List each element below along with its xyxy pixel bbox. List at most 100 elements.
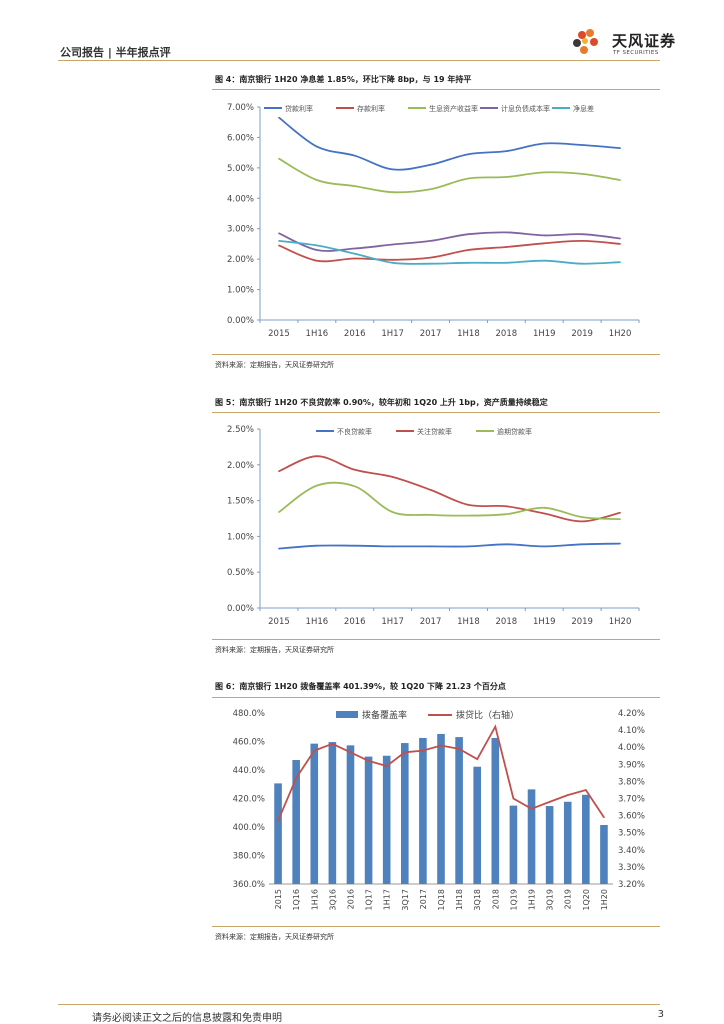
- x-tick-label: 2015: [274, 889, 283, 909]
- data-point: [278, 547, 280, 550]
- x-tick-label: 1H20: [600, 889, 609, 910]
- x-tick-label: 2016: [346, 889, 355, 909]
- data-point: [581, 262, 583, 265]
- report-type-header: 公司报告 | 半年报点评: [60, 46, 171, 59]
- coverage-bar: [600, 825, 608, 884]
- data-point: [295, 777, 297, 779]
- data-point: [619, 261, 621, 263]
- x-tick-label: 1H18: [457, 329, 480, 339]
- y-tick-label: 6.00%: [227, 133, 254, 143]
- right-axis-tick-label: 3.80%: [618, 777, 645, 787]
- x-tick-label: 1Q18: [437, 889, 446, 911]
- legend-label: 拨备覆盖率: [362, 709, 407, 721]
- data-point: [505, 150, 508, 152]
- x-tick-label: 1Q17: [365, 889, 374, 911]
- data-point: [422, 749, 424, 752]
- x-tick-label: 2016: [344, 617, 366, 627]
- data-point: [619, 237, 621, 240]
- series-line-3: [278, 231, 621, 252]
- logo-petal-icon: [573, 39, 581, 47]
- y-tick-label: 3.00%: [227, 225, 254, 235]
- data-point: [316, 244, 318, 247]
- y-tick-label: 1.00%: [227, 286, 254, 296]
- right-axis-tick-label: 4.00%: [618, 743, 645, 753]
- data-point: [429, 164, 432, 166]
- data-point: [429, 240, 432, 242]
- data-point: [603, 816, 605, 819]
- data-point: [278, 470, 280, 473]
- data-point: [505, 505, 508, 508]
- coverage-bar: [491, 737, 500, 884]
- data-point: [581, 543, 583, 546]
- data-point: [277, 819, 279, 822]
- left-axis-tick-label: 480.0%: [233, 709, 265, 719]
- coverage-bar: [545, 806, 554, 884]
- left-axis-tick-label: 380.0%: [233, 852, 265, 862]
- data-point: [619, 511, 621, 514]
- legend-label: 拨贷比（右轴）: [456, 709, 519, 721]
- y-tick-label: 0.00%: [227, 316, 254, 326]
- x-tick-label: 1H16: [306, 617, 329, 627]
- data-point: [331, 742, 334, 745]
- data-point: [353, 544, 356, 547]
- x-tick-label: 2019: [571, 329, 593, 339]
- y-tick-label: 0.50%: [227, 568, 254, 578]
- x-tick-label: 3Q17: [401, 889, 410, 911]
- data-point: [581, 233, 583, 235]
- data-point: [505, 543, 508, 546]
- y-tick-label: 5.00%: [227, 164, 254, 174]
- y-tick-label: 4.00%: [227, 194, 254, 204]
- series-line-1: [278, 455, 621, 523]
- data-point: [619, 542, 621, 545]
- figure5-top-rule: [212, 412, 660, 413]
- x-tick-label: 2017: [419, 889, 428, 909]
- x-tick-label: 1Q16: [292, 889, 301, 911]
- x-tick-label: 1H20: [609, 329, 632, 339]
- coverage-bar: [527, 789, 536, 884]
- data-point: [467, 514, 470, 517]
- data-point: [467, 153, 470, 155]
- right-axis-tick-label: 3.90%: [618, 760, 645, 770]
- data-point: [467, 545, 470, 548]
- x-tick-label: 1H17: [381, 617, 404, 627]
- data-point: [429, 262, 432, 265]
- data-point: [458, 748, 460, 750]
- data-point: [316, 249, 318, 251]
- logo-petal-icon: [578, 31, 586, 39]
- data-point: [543, 171, 546, 174]
- left-axis-tick-label: 360.0%: [233, 880, 265, 890]
- y-tick-label: 7.00%: [227, 103, 254, 113]
- figure5-title: 图 5：南京银行 1H20 不良贷款率 0.90%，较年初和 1Q20 上升 1…: [215, 398, 548, 407]
- data-point: [467, 177, 470, 180]
- y-tick-label: 2.00%: [227, 461, 254, 471]
- data-point: [391, 258, 394, 261]
- y-tick-label: 0.00%: [227, 604, 254, 614]
- right-axis-tick-label: 3.50%: [618, 829, 645, 839]
- data-point: [316, 145, 318, 148]
- data-point: [543, 259, 546, 262]
- x-tick-label: 2015: [268, 617, 290, 627]
- logo-name-cn: 天风证券: [612, 32, 677, 50]
- y-tick-label: 2.50%: [227, 425, 254, 435]
- x-tick-label: 3Q19: [546, 889, 555, 911]
- coverage-bar: [419, 737, 427, 884]
- data-point: [353, 485, 356, 488]
- data-point: [353, 185, 356, 187]
- data-point: [367, 760, 370, 762]
- coverage-bar: [563, 801, 572, 884]
- data-point: [429, 256, 432, 259]
- coverage-bar: [346, 745, 355, 884]
- coverage-bar: [292, 760, 300, 884]
- legend-label: 不良贷款率: [337, 427, 372, 436]
- x-tick-label: 1H19: [533, 329, 556, 339]
- data-point: [494, 725, 497, 728]
- left-axis-tick-label: 400.0%: [233, 823, 265, 833]
- figure4-bottom-rule: [212, 354, 660, 355]
- asset-quality-chart: 0.00% 0.50% 1.00% 1.50% 2.00% 2.50% 2015 1H16 20…: [227, 425, 640, 627]
- x-tick-label: 1H18: [457, 617, 480, 627]
- right-axis-tick-label: 3.30%: [618, 863, 645, 873]
- data-point: [353, 257, 356, 260]
- data-point: [278, 240, 280, 242]
- x-tick-label: 2019: [571, 617, 593, 627]
- series-line-2: [278, 481, 621, 521]
